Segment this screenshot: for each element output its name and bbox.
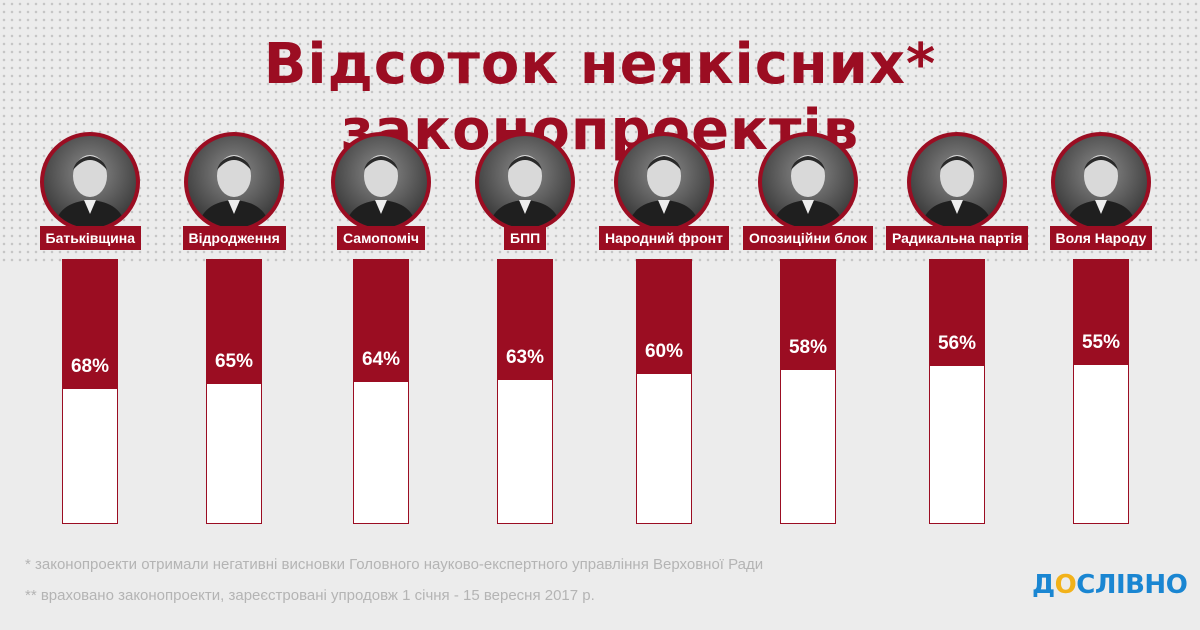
party-label: БПП [504, 226, 547, 250]
bar: 55% [1073, 259, 1129, 524]
bar-fill: 64% [354, 260, 408, 382]
politician-photo [907, 132, 1007, 232]
party-column: Батьківщина 68% [25, 132, 155, 524]
party-column: Народний фронт 60% [599, 132, 729, 524]
value-label: 68% [70, 356, 110, 377]
value-label: 56% [937, 333, 977, 354]
bar-fill: 56% [930, 260, 984, 366]
party-label: Радикальна партія [886, 226, 1029, 250]
party-column: Відродження 65% [169, 132, 299, 524]
politician-photo [475, 132, 575, 232]
logo-magnifier-icon: О [1054, 570, 1077, 600]
party-label: Народний фронт [599, 226, 729, 250]
footnote-2: ** враховано законопроекти, зареєстрован… [25, 587, 595, 604]
politician-photo [758, 132, 858, 232]
value-label: 63% [505, 347, 545, 368]
party-label: Воля Народу [1049, 226, 1153, 250]
party-column: Радикальна партія 56% [886, 132, 1029, 524]
bar-fill: 58% [781, 260, 835, 370]
party-label: Відродження [182, 226, 286, 250]
bar-fill: 68% [63, 260, 117, 389]
value-label: 64% [361, 349, 401, 370]
bar: 56% [929, 259, 985, 524]
party-label: Батьківщина [39, 226, 141, 250]
politician-photo [614, 132, 714, 232]
bar: 64% [353, 259, 409, 524]
party-label: Опозиційни блок [743, 226, 873, 250]
bar: 58% [780, 259, 836, 524]
bar: 65% [206, 259, 262, 524]
value-label: 55% [1081, 332, 1121, 353]
party-column: Опозиційни блок 58% [743, 132, 873, 524]
value-label: 60% [644, 341, 684, 362]
bar: 68% [62, 259, 118, 524]
bar: 63% [497, 259, 553, 524]
politician-photo [331, 132, 431, 232]
logo-text-end: СЛІВНО [1076, 570, 1188, 600]
bar-fill: 65% [207, 260, 261, 384]
party-column: БПП 63% [460, 132, 590, 524]
bar: 60% [636, 259, 692, 524]
site-logo[interactable]: ДОСЛІВНО [1032, 570, 1188, 600]
footnote-1: * законопроекти отримали негативні висно… [25, 556, 764, 573]
politician-photo [184, 132, 284, 232]
value-label: 58% [788, 337, 828, 358]
party-label: Самопоміч [337, 226, 425, 250]
party-column: Воля Народу 55% [1036, 132, 1166, 524]
value-label: 65% [214, 351, 254, 372]
bar-fill: 63% [498, 260, 552, 380]
bar-fill: 60% [637, 260, 691, 374]
politician-photo [40, 132, 140, 232]
party-column: Самопоміч 64% [316, 132, 446, 524]
logo-text-start: Д [1032, 570, 1055, 600]
bar-fill: 55% [1074, 260, 1128, 365]
politician-photo [1051, 132, 1151, 232]
